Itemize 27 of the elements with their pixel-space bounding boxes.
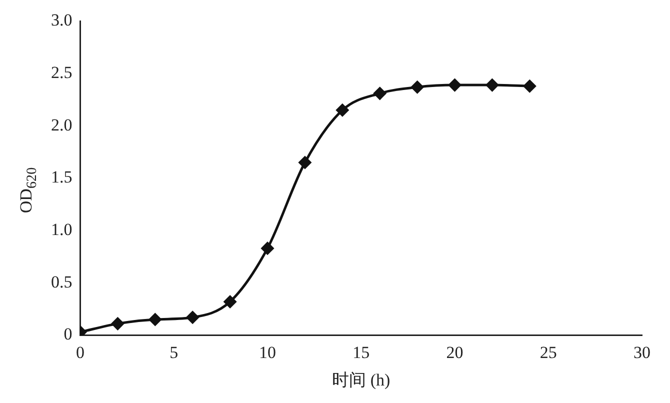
y-tick-label: 0.5 bbox=[51, 272, 72, 292]
y-tick-label: 2.0 bbox=[51, 115, 72, 134]
y-tick-label: 1.0 bbox=[51, 220, 72, 239]
x-tick-label: 20 bbox=[446, 342, 464, 362]
x-tick-label: 30 bbox=[634, 342, 650, 362]
point bbox=[523, 80, 536, 92]
x-tick-label: 10 bbox=[259, 342, 276, 362]
point bbox=[411, 80, 424, 94]
point bbox=[111, 317, 124, 330]
y-tick-label: 1.5 bbox=[51, 168, 72, 187]
y-tick-label: 0 bbox=[64, 324, 72, 344]
x-tick-label: 25 bbox=[540, 342, 557, 362]
point bbox=[186, 311, 199, 324]
point bbox=[261, 242, 274, 255]
point bbox=[224, 295, 236, 308]
point bbox=[336, 104, 349, 116]
point bbox=[298, 156, 312, 169]
point bbox=[486, 78, 498, 92]
y-tick-label: 3.0 bbox=[51, 10, 72, 30]
y-tick-label: 2.5 bbox=[51, 63, 72, 82]
x-tick-label: 0 bbox=[76, 342, 84, 362]
point bbox=[374, 87, 386, 100]
x-axis-title: 时间 (h) bbox=[332, 370, 390, 390]
x-tick-label: 15 bbox=[352, 342, 370, 362]
point bbox=[448, 78, 461, 92]
point bbox=[148, 313, 162, 326]
x-tick-label: 5 bbox=[170, 342, 178, 362]
